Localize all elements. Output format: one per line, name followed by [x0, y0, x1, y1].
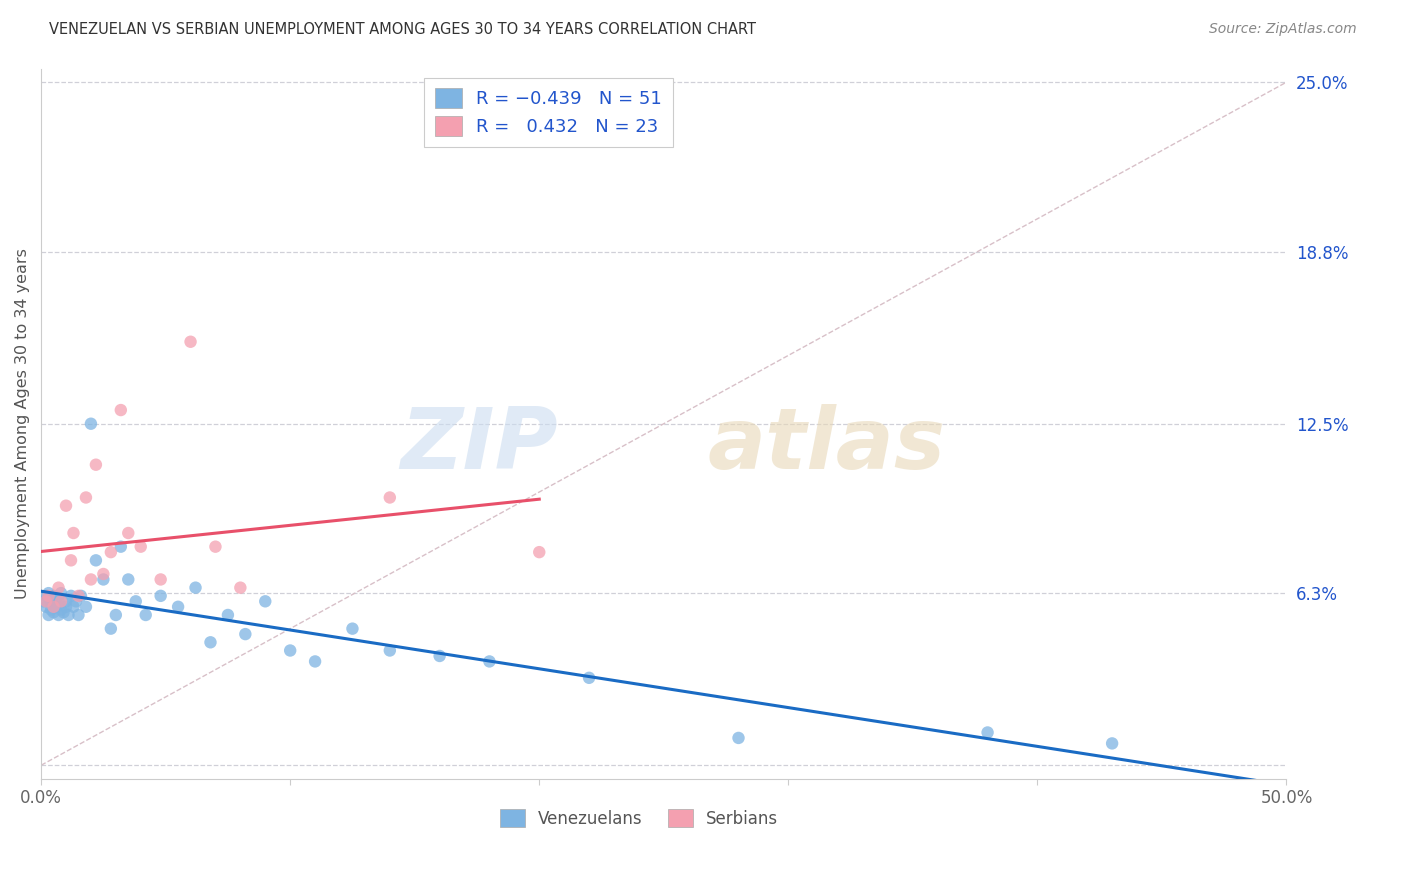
Point — [84, 553, 107, 567]
Point — [110, 540, 132, 554]
Point — [100, 622, 122, 636]
Point — [93, 573, 115, 587]
Point — [200, 635, 222, 649]
Point — [478, 655, 501, 669]
Point — [49, 602, 72, 616]
Point — [578, 671, 600, 685]
Point — [52, 605, 75, 619]
Point — [110, 403, 132, 417]
Y-axis label: Unemployment Among Ages 30 to 34 years: Unemployment Among Ages 30 to 34 years — [15, 248, 30, 599]
Point — [67, 589, 90, 603]
Point — [48, 594, 70, 608]
Point — [167, 599, 190, 614]
Point — [304, 655, 326, 669]
Point — [342, 622, 364, 636]
Point — [117, 573, 139, 587]
Point — [75, 599, 97, 614]
Point — [184, 581, 207, 595]
Point — [229, 581, 252, 595]
Text: VENEZUELAN VS SERBIAN UNEMPLOYMENT AMONG AGES 30 TO 34 YEARS CORRELATION CHART: VENEZUELAN VS SERBIAN UNEMPLOYMENT AMONG… — [49, 22, 756, 37]
Point — [70, 589, 93, 603]
Point — [217, 607, 239, 622]
Point — [104, 607, 127, 622]
Point — [180, 334, 202, 349]
Text: ZIP: ZIP — [401, 403, 558, 486]
Point — [42, 589, 65, 603]
Point — [45, 599, 67, 614]
Point — [59, 553, 82, 567]
Point — [35, 589, 58, 603]
Point — [67, 607, 90, 622]
Point — [55, 599, 77, 614]
Point — [35, 594, 58, 608]
Point — [35, 599, 58, 614]
Legend: Venezuelans, Serbians: Venezuelans, Serbians — [494, 803, 785, 835]
Point — [149, 589, 172, 603]
Point — [976, 725, 998, 739]
Point — [529, 545, 551, 559]
Point — [62, 526, 84, 541]
Point — [39, 602, 62, 616]
Point — [38, 586, 60, 600]
Point — [100, 545, 122, 559]
Point — [235, 627, 257, 641]
Point — [84, 458, 107, 472]
Point — [55, 499, 77, 513]
Point — [93, 566, 115, 581]
Point — [65, 594, 87, 608]
Text: Source: ZipAtlas.com: Source: ZipAtlas.com — [1209, 22, 1357, 37]
Point — [429, 648, 451, 663]
Point — [254, 594, 277, 608]
Point — [32, 594, 55, 608]
Text: atlas: atlas — [707, 403, 945, 486]
Point — [49, 586, 72, 600]
Point — [42, 605, 65, 619]
Point — [125, 594, 148, 608]
Point — [48, 607, 70, 622]
Point — [278, 643, 301, 657]
Point — [135, 607, 157, 622]
Point — [45, 591, 67, 606]
Point — [378, 643, 401, 657]
Point — [42, 599, 65, 614]
Point — [58, 607, 80, 622]
Point — [62, 599, 84, 614]
Point — [59, 589, 82, 603]
Point — [80, 573, 103, 587]
Point — [38, 607, 60, 622]
Point — [80, 417, 103, 431]
Point — [149, 573, 172, 587]
Point — [1101, 736, 1123, 750]
Point — [129, 540, 152, 554]
Point — [48, 581, 70, 595]
Point — [55, 594, 77, 608]
Point — [378, 491, 401, 505]
Point — [727, 731, 749, 745]
Point — [49, 594, 72, 608]
Point — [38, 589, 60, 603]
Point — [75, 491, 97, 505]
Point — [39, 594, 62, 608]
Point — [204, 540, 226, 554]
Point — [117, 526, 139, 541]
